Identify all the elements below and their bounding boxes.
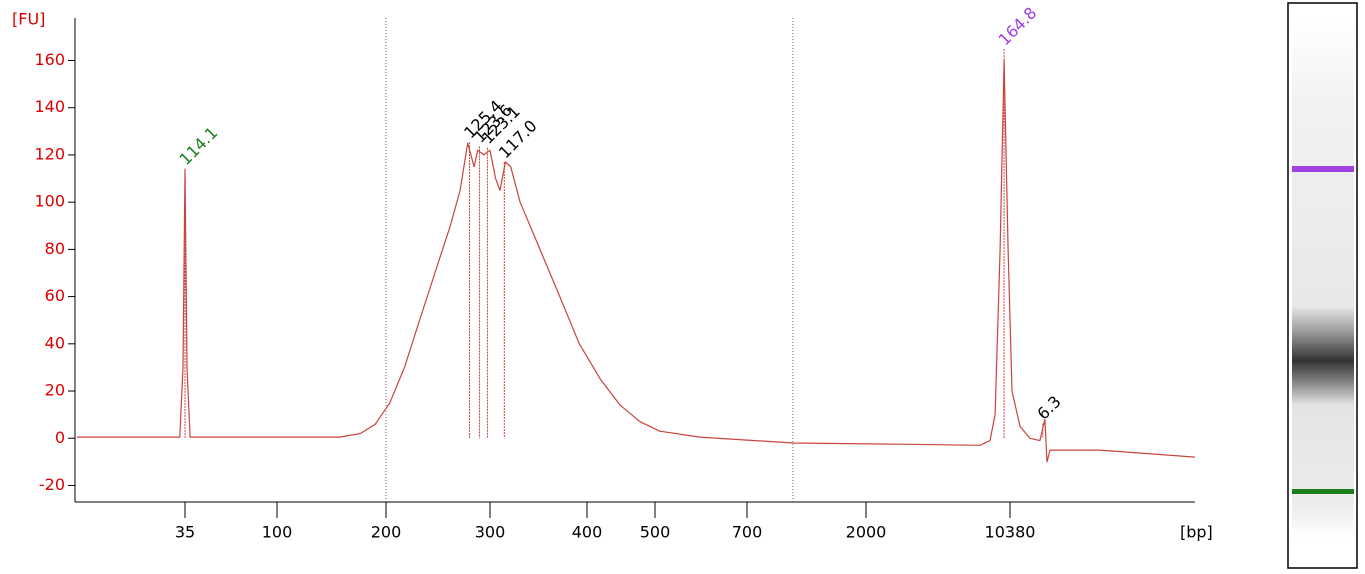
x-tick-label: 2000 xyxy=(846,523,887,542)
gel-lane xyxy=(1287,2,1358,569)
y-tick-label: 160 xyxy=(34,50,65,69)
trace xyxy=(77,59,1195,463)
x-tick-label: 200 xyxy=(371,523,402,542)
y-tick-label: 80 xyxy=(45,239,65,258)
y-tick-label: 100 xyxy=(34,192,65,211)
x-tick-label: 500 xyxy=(640,523,671,542)
x-tick-label: 10380 xyxy=(985,523,1036,542)
x-tick-label: 300 xyxy=(475,523,506,542)
y-unit: [FU] xyxy=(12,10,45,29)
peak-label: 164.8 xyxy=(995,3,1041,49)
y-tick-label: 60 xyxy=(45,286,65,305)
y-tick-label: 20 xyxy=(45,381,65,400)
x-tick-label: 100 xyxy=(262,523,293,542)
x-tick-label: 35 xyxy=(175,523,195,542)
y-tick-label: 120 xyxy=(34,144,65,163)
x-unit: [bp] xyxy=(1180,523,1213,542)
x-tick-label: 700 xyxy=(732,523,763,542)
y-tick-label: 40 xyxy=(45,333,65,352)
y-tick-label: 140 xyxy=(34,97,65,116)
peak-label: 114.1 xyxy=(176,123,222,169)
upper-marker-band xyxy=(1292,166,1354,172)
lower-marker-band xyxy=(1292,489,1354,494)
y-tick-label: 0 xyxy=(55,428,65,447)
y-tick-label: -20 xyxy=(39,475,65,494)
gel-smear xyxy=(1292,20,1354,540)
peak-label: 6.3 xyxy=(1033,392,1064,423)
x-tick-label: 400 xyxy=(572,523,603,542)
